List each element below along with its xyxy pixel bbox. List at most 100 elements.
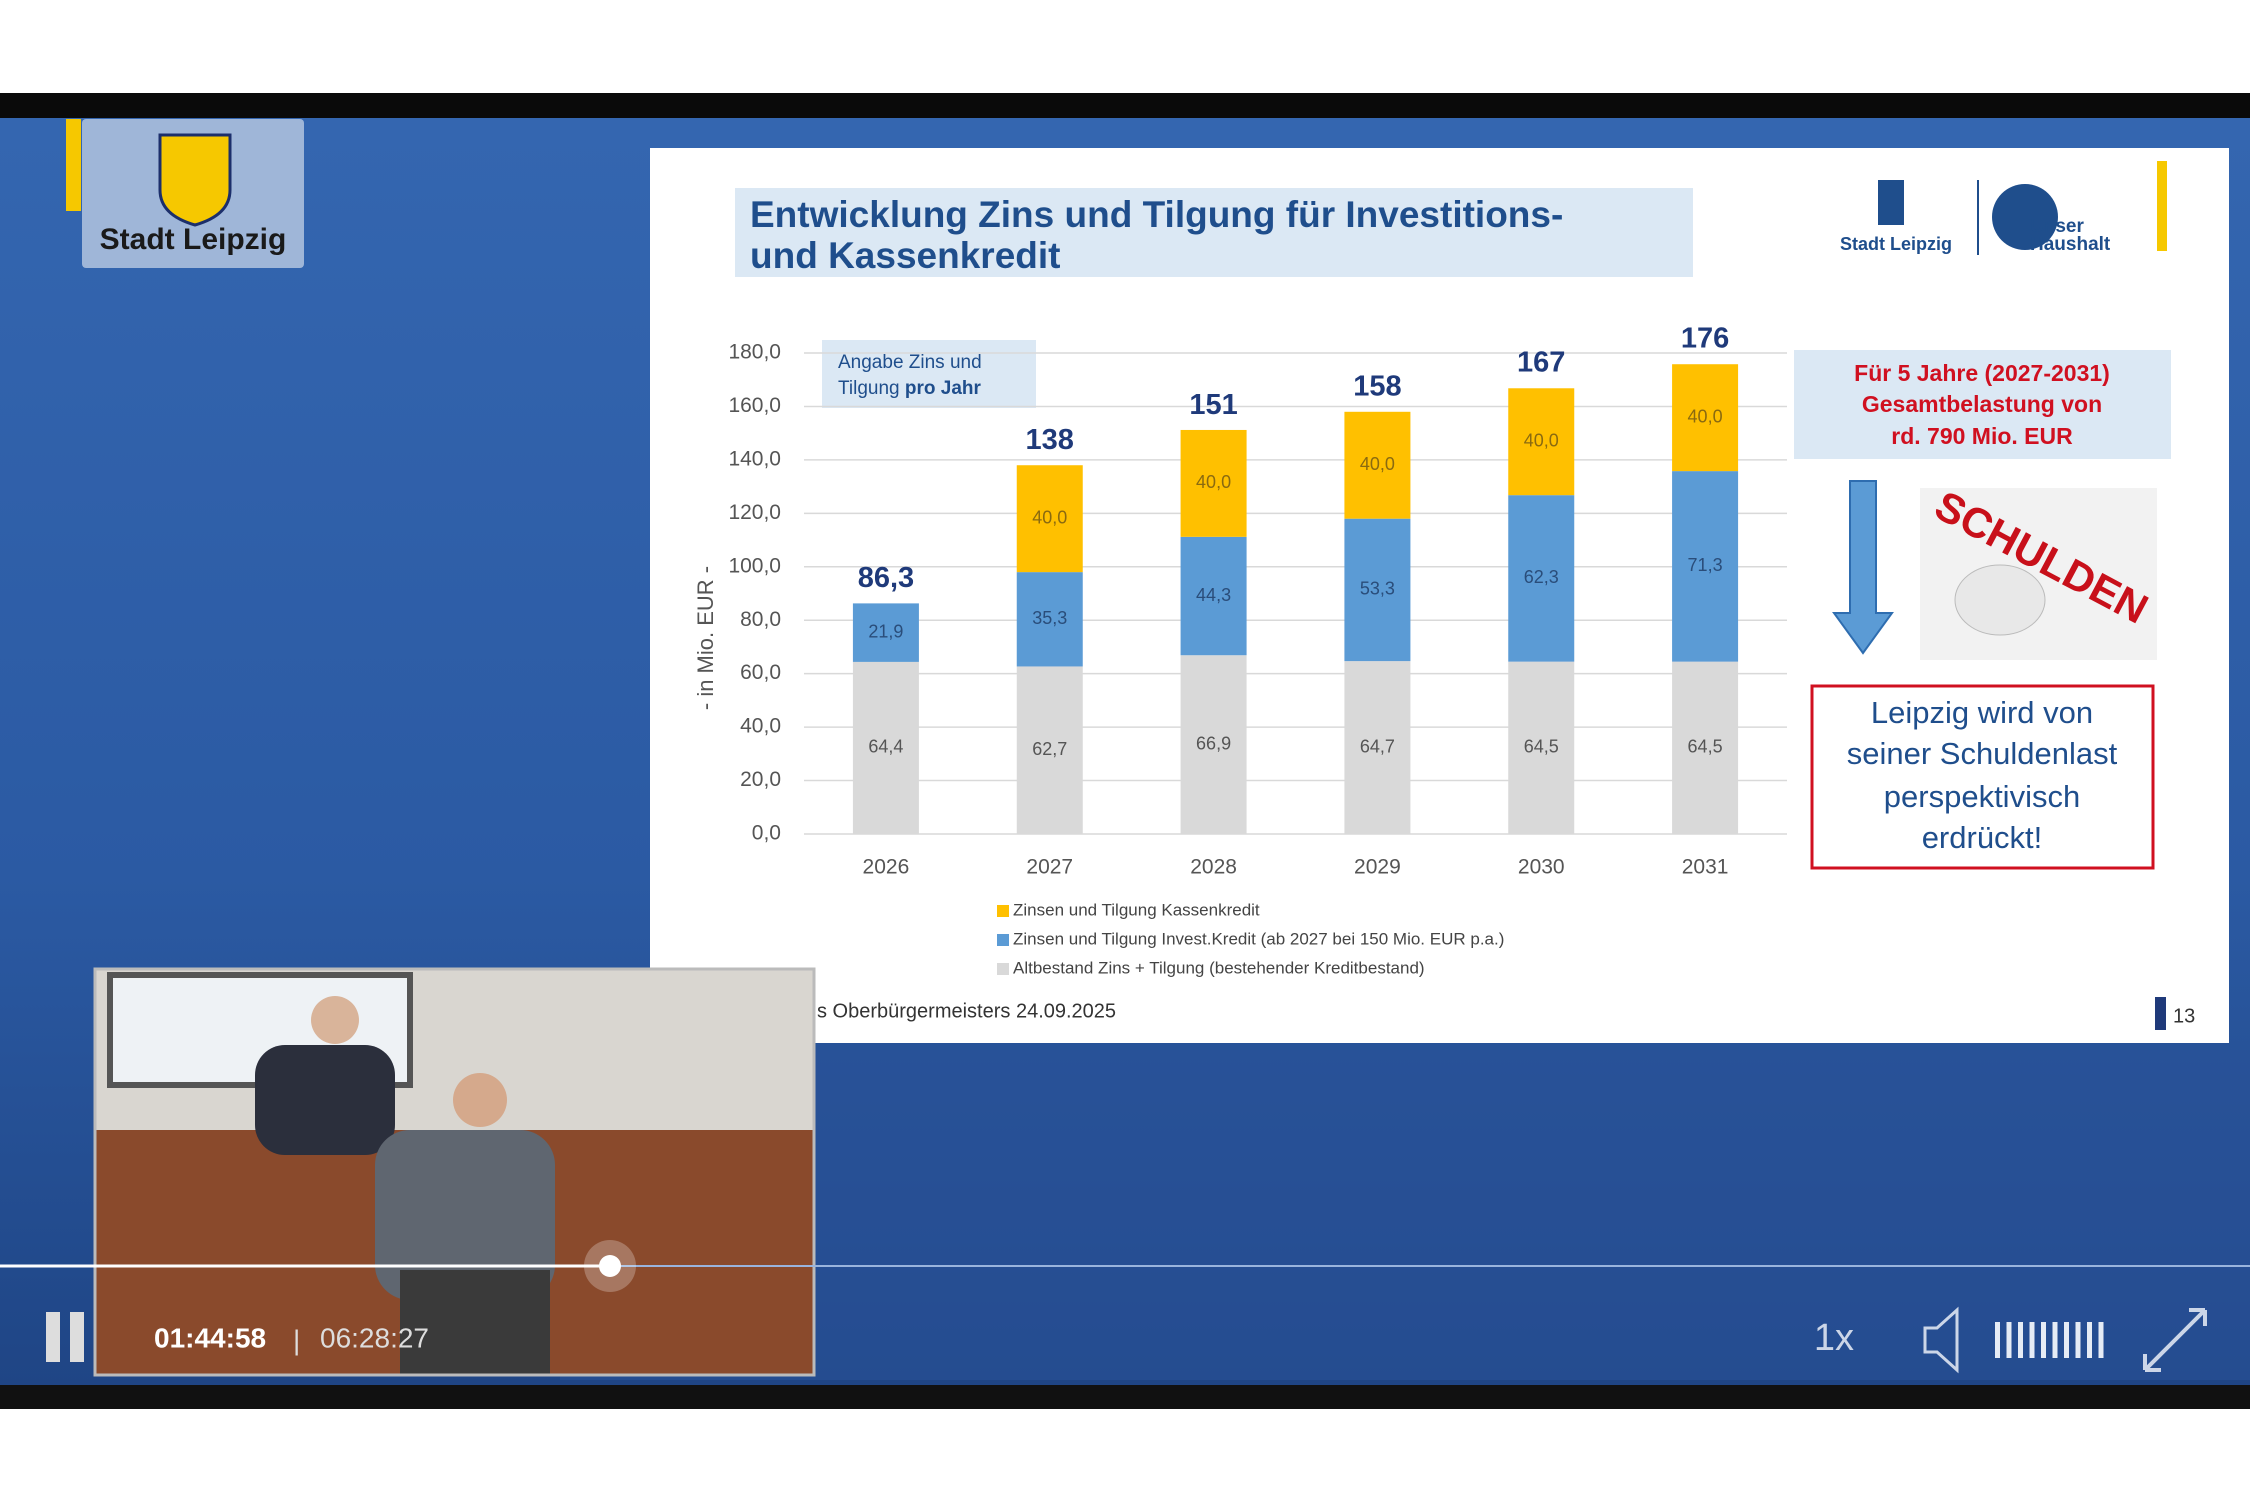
legend-swatch — [997, 934, 1009, 946]
y-axis-label: - in Mio. EUR - — [693, 566, 718, 710]
y-tick-label: 80,0 — [740, 608, 781, 631]
top-bar — [0, 93, 2250, 118]
value-label: 40,0 — [1360, 454, 1395, 474]
warning-box — [1810, 684, 2155, 870]
total-label: 151 — [1189, 389, 1237, 421]
legend-swatch — [997, 905, 1009, 917]
volume-bar[interactable] — [2006, 1322, 2012, 1358]
value-label: 64,7 — [1360, 736, 1395, 756]
bar-segment — [1508, 495, 1575, 662]
slide-title: und Kassenkredit — [750, 235, 1060, 276]
value-label: 40,0 — [1032, 507, 1067, 527]
total-label: 158 — [1353, 370, 1401, 402]
bar-segment — [1508, 661, 1575, 834]
volume-bar[interactable] — [2041, 1322, 2046, 1358]
y-tick-label: 40,0 — [740, 715, 781, 738]
budget-logo-text: Haushalt — [2030, 234, 2111, 255]
coat-of-arms — [158, 133, 232, 227]
lectern — [400, 1270, 550, 1375]
building-backdrop — [560, 1050, 2250, 1380]
annotation: Tilgung — [838, 378, 900, 399]
bar-segment — [1672, 471, 1739, 662]
progress-knob[interactable] — [599, 1255, 621, 1277]
value-label: 64,5 — [1688, 737, 1723, 757]
volume-bar[interactable] — [1995, 1322, 2000, 1358]
annotation: Angabe Zins und — [838, 352, 982, 373]
pause-button[interactable] — [70, 1312, 84, 1362]
slide-stripe — [2157, 161, 2167, 251]
budget-logo-icon — [1992, 184, 2058, 250]
value-label: 44,3 — [1196, 585, 1231, 605]
bar-segment — [1180, 655, 1247, 834]
bar-segment — [1016, 666, 1083, 834]
debt-graphic — [1920, 488, 2157, 660]
x-tick-label: 2026 — [863, 856, 910, 879]
annotation: Tilgung pro Jahr — [838, 378, 982, 399]
chart: 0,0 20,0 40,0 60,0 80,0 100,0 120,0 140,0 160,0 1… — [728, 322, 1787, 977]
value-label: 40,0 — [1524, 430, 1559, 450]
value-label: 64,5 — [1524, 737, 1559, 757]
bar-segment — [1180, 536, 1247, 656]
duration: 06:28:27 — [320, 1322, 429, 1353]
callout: Für 5 Jahre (2027-2031) — [1854, 360, 2110, 386]
warning: perspektivisch — [1884, 779, 2080, 814]
value-label: 40,0 — [1196, 472, 1231, 492]
video-frame — [93, 967, 816, 1377]
legend-swatch — [997, 963, 1009, 975]
volume-bar[interactable] — [2075, 1322, 2081, 1358]
bar-segment — [1344, 518, 1411, 662]
volume-bar[interactable] — [2098, 1322, 2104, 1358]
y-tick-label: 160,0 — [728, 394, 781, 417]
volume-bar[interactable] — [2052, 1322, 2058, 1358]
x-tick-label: 2030 — [1518, 856, 1565, 879]
warning: Leipzig wird von — [1871, 695, 2093, 730]
x-tick-label: 2027 — [1026, 856, 1073, 879]
city-logo-icon — [1878, 180, 1904, 225]
value-label: 40,0 — [1688, 406, 1723, 426]
bar-segment — [1016, 572, 1083, 667]
value-label: 62,3 — [1524, 567, 1559, 587]
speaker-video — [95, 969, 814, 1375]
legend-label: Zinsen und Tilgung Kassenkredit — [1013, 900, 1260, 919]
y-tick-label: 100,0 — [728, 554, 781, 577]
volume-slider[interactable] — [1995, 1322, 2104, 1358]
volume-bar[interactable] — [2029, 1322, 2035, 1358]
x-tick-label: 2028 — [1190, 856, 1237, 879]
callout-box — [1794, 350, 2171, 459]
bar-segment — [1180, 429, 1247, 537]
value-label: 66,9 — [1196, 733, 1231, 753]
y-tick-label: 60,0 — [740, 661, 781, 684]
bar-segment — [1344, 661, 1411, 834]
city-logo-text: Stadt Leipzig — [1840, 234, 1952, 254]
fullscreen-button[interactable] — [2143, 1308, 2207, 1372]
logo-text: Stadt Leipzig — [100, 223, 287, 256]
total-label: 138 — [1026, 424, 1074, 456]
value-label: 53,3 — [1360, 579, 1395, 599]
volume-bar[interactable] — [2087, 1322, 2092, 1358]
warning: seiner Schuldenlast — [1847, 736, 2118, 771]
bar-segment — [1016, 465, 1083, 573]
value-label: 71,3 — [1688, 555, 1723, 575]
logo-stripe — [66, 119, 81, 211]
person — [375, 1130, 555, 1300]
down-arrow — [1832, 480, 1894, 655]
volume-bar[interactable] — [2064, 1322, 2069, 1358]
warning: erdrückt! — [1922, 820, 2043, 855]
budget-logo-text: Unser — [2030, 216, 2084, 237]
person — [311, 996, 359, 1044]
page-marker — [2155, 997, 2166, 1030]
mute-button[interactable] — [1923, 1306, 1959, 1374]
value-label: 64,4 — [868, 737, 903, 757]
slide-title: Entwicklung Zins und Tilgung für Investi… — [750, 194, 1563, 235]
volume-bar[interactable] — [2018, 1322, 2023, 1358]
annotation-box — [822, 340, 1036, 408]
total-label: 86,3 — [858, 562, 914, 594]
y-tick-label: 0,0 — [752, 822, 781, 845]
y-tick-label: 140,0 — [728, 447, 781, 470]
person — [255, 1045, 395, 1155]
speed-button[interactable]: 1x — [1814, 1317, 1854, 1359]
bar-segment — [852, 603, 919, 662]
pause-button[interactable] — [46, 1312, 60, 1362]
